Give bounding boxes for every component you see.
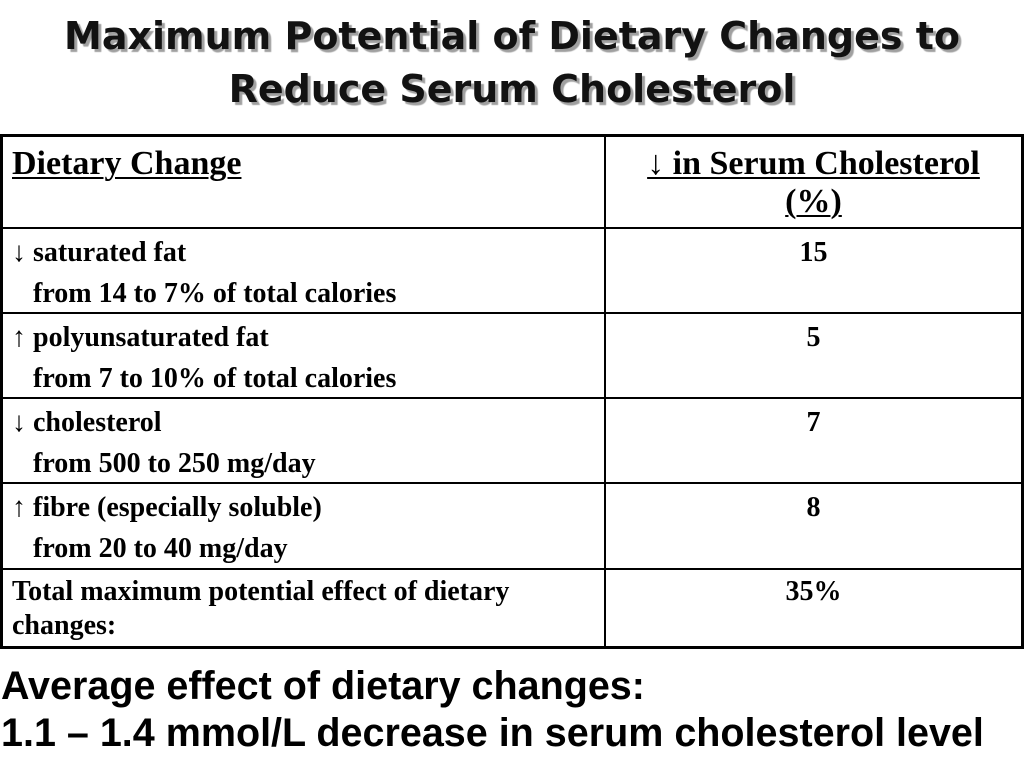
dietary-change-label: saturated fat	[33, 237, 187, 268]
title-line-2: Reduce Serum Cholesterol	[228, 67, 796, 111]
header-label-dietary-change: Dietary Change	[12, 145, 242, 182]
dietary-change-line: ↓ saturated fat	[12, 232, 594, 273]
header-line-1: ↓ in Serum Cholesterol	[614, 145, 1013, 183]
header-cell-cholesterol-reduction: ↓ in Serum Cholesterol (%)	[606, 137, 1021, 229]
dietary-change-detail: from 14 to 7% of total calories	[33, 278, 397, 309]
dietary-change-cell: ↓ saturated fat from 14 to 7% of total ca…	[3, 229, 606, 314]
up-arrow-icon: ↑	[12, 492, 26, 523]
cholesterol-reduction-value: 5	[606, 314, 1021, 399]
slide-title: Maximum Potential of Dietary Changes to …	[0, 10, 1024, 116]
header-label-cholesterol-reduction: ↓ in Serum Cholesterol	[647, 145, 980, 182]
down-arrow-icon: ↓	[12, 237, 26, 268]
cholesterol-reduction-value: 7	[606, 399, 1021, 484]
cholesterol-reduction-value: 8	[606, 484, 1021, 570]
dietary-change-line: ↑ polyunsaturated fat	[12, 317, 594, 358]
total-effect-label: Total maximum potential effect of dietar…	[3, 570, 606, 646]
dietary-change-detail: from 500 to 250 mg/day	[33, 448, 316, 479]
summary-detail: 1.1 – 1.4 mmol/L decrease in serum chole…	[1, 711, 984, 755]
dietary-change-label: polyunsaturated fat	[33, 322, 269, 353]
down-arrow-icon: ↓	[12, 407, 26, 438]
title-line-1: Maximum Potential of Dietary Changes to	[64, 14, 960, 58]
dietary-change-label: fibre (especially soluble)	[33, 492, 322, 523]
dietary-change-line: ↓ cholesterol	[12, 402, 594, 443]
up-arrow-icon: ↑	[12, 322, 26, 353]
total-effect-value: 35%	[785, 576, 842, 607]
header-cell-dietary-change: Dietary Change	[3, 137, 606, 229]
dietary-change-cell: ↑ fibre (especially soluble) from 20 to 4…	[3, 484, 606, 570]
dietary-change-detail: from 7 to 10% of total calories	[33, 363, 397, 394]
average-effect-summary: Average effect of dietary changes: 1.1 –…	[1, 663, 984, 757]
dietary-change-cell: ↓ cholesterol from 500 to 250 mg/day	[3, 399, 606, 484]
dietary-changes-table: Dietary Change ↓ in Serum Cholesterol (%…	[0, 134, 1024, 649]
dietary-change-label: cholesterol	[33, 407, 162, 438]
header-label-unit: (%)	[785, 183, 842, 220]
cholesterol-reduction-value: 15	[606, 229, 1021, 314]
dietary-change-detail: from 20 to 40 mg/day	[33, 533, 288, 564]
dietary-change-line: ↑ fibre (especially soluble)	[12, 487, 594, 528]
header-line-2: (%)	[614, 183, 1013, 221]
summary-heading: Average effect of dietary changes:	[1, 664, 645, 708]
dietary-change-cell: ↑ polyunsaturated fat from 7 to 10% of to…	[3, 314, 606, 399]
